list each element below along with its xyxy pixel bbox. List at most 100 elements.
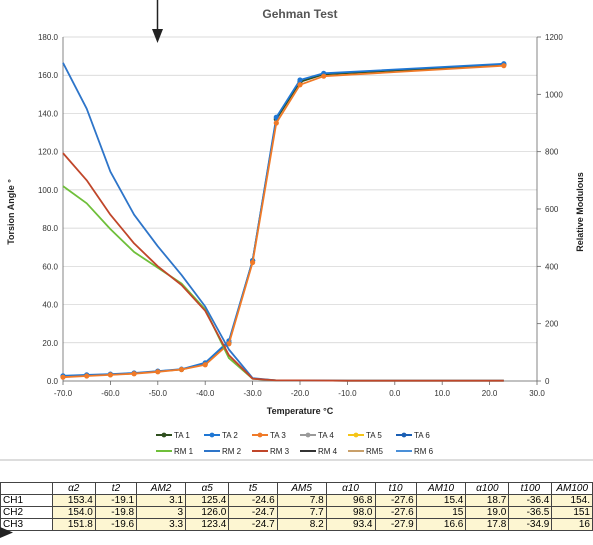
data-point [155,369,161,375]
table-header-cell: AM5 [276,482,327,495]
legend-label: TA 2 [222,431,238,440]
table-header-cell: t10 [374,482,417,495]
series-line-ta-3 [62,64,504,379]
results-table: α2 t2 AM2 α5 t5 AM5 α10 t10 AM10 α100 t100 AM100 CH… [0,482,593,531]
x-tick-label: -60.0 [101,389,120,398]
legend-label: TA 1 [174,431,190,440]
table-cell: 17.8 [465,518,510,531]
legend-marker [401,432,407,438]
legend-label: TA 4 [318,431,334,440]
table-cell: 15.4 [415,494,467,507]
row-label: CH1 [0,494,53,507]
axes: 0.0 20.0 40.0 60.0 80.0 100.0 120.0 140.0 160.0 1… [38,33,563,398]
table-cell: 96.8 [325,494,376,507]
legend-label: TA 5 [366,431,382,440]
table-header-cell: AM10 [415,482,467,495]
table-header-cell: α10 [325,482,376,495]
data-point [297,77,303,83]
data-point [131,371,137,377]
table-cell: -24.6 [228,494,278,507]
table-header-cell: α100 [465,482,510,495]
table-cell: 154. [551,494,593,507]
legend-label: TA 3 [270,431,286,440]
table-cell: 151.8 [51,518,96,531]
legend-label: RM 4 [318,447,338,456]
legend-marker [161,432,167,438]
table-cell: -36.4 [508,494,553,507]
legend-marker [305,432,311,438]
table-cell: 93.4 [325,518,376,531]
table-cell: -27.6 [374,494,417,507]
table-cell: 16.6 [415,518,467,531]
x-tick-label: 0.0 [389,389,401,398]
y-tick-label: 60.0 [42,262,58,271]
x-tick-label: -40.0 [196,389,215,398]
table-header-cell [0,482,53,495]
legend-marker [353,432,359,438]
table-cell: -19.6 [94,518,138,531]
data-point [273,114,279,120]
x-tick-label: -20.0 [291,389,310,398]
legend-marker [209,432,215,438]
down-arrow-icon [152,0,163,44]
row-label: CH2 [0,506,53,519]
chart-area: Gehman Test 0.0 20.0 40.0 60.0 80.0 100.0 120.… [0,7,593,461]
y-tick-label: 160.0 [38,71,59,80]
table-header-cell: AM2 [136,482,187,495]
y2-tick-label: 400 [545,262,559,271]
x-tick-label: -70.0 [54,389,73,398]
table-cell: -27.6 [374,506,417,519]
y-tick-label: 20.0 [42,339,58,348]
table-header-cell: α5 [185,482,230,495]
legend: TA 1 TA 2 TA 3 TA 4 TA 5 TA 6 RM 1 RM 2 RM 3 RM 4… [156,431,434,456]
table-row: CH2 154.0 -19.8 3 126.0 -24.7 7.7 98.0 -27.6 15 19… [0,506,593,519]
data-point [84,373,90,379]
data-point [178,366,185,373]
table-cell: -36.5 [508,506,553,519]
data-point [202,362,208,368]
table-cell: 19.0 [465,506,510,519]
x-tick-label: -10.0 [338,389,357,398]
table-header-cell: t100 [508,482,553,495]
legend-label: RM 3 [270,447,290,456]
table-cell: -19.8 [94,506,138,519]
legend-marker [257,432,263,438]
table-row: CH3 151.8 -19.6 3.3 123.4 -24.7 8.2 93.4 -27.9 16… [0,518,593,531]
y-axis-label: Torsion Angle ° [6,179,16,245]
table-cell: 3.1 [136,494,187,507]
table-cell: -24.7 [228,506,278,519]
data-point [297,82,303,88]
table-cell: 151 [551,506,593,519]
table-cell: -34.9 [508,518,553,531]
x-tick-label: -50.0 [149,389,168,398]
y2-axis-label: Relative Modulous [575,172,585,252]
table-cell: 15 [415,506,467,519]
y2-tick-label: 200 [545,320,559,329]
table-cell: 7.7 [276,506,327,519]
table-body: CH1 153.4 -19.1 3.1 125.4 -24.6 7.8 96.8 -27.6 15… [0,494,593,531]
legend-label: RM 6 [414,447,434,456]
grid-lines [63,36,537,382]
right-arrow-icon [0,525,14,540]
data-point [107,372,113,378]
data-point [273,120,279,126]
table-cell: 8.2 [276,518,327,531]
table-cell: 126.0 [185,506,230,519]
x-axis-label: Temperature °C [267,406,334,416]
y-tick-label: 0.0 [47,377,59,386]
table-cell: 7.8 [276,494,327,507]
table-cell: 18.7 [465,494,510,507]
y2-tick-label: 800 [545,148,559,157]
table-cell: 3 [136,506,187,519]
table-cell: -24.7 [228,518,278,531]
x-tick-label: -30.0 [243,389,262,398]
y-tick-label: 100.0 [38,186,59,195]
y-tick-label: 80.0 [42,224,58,233]
table-cell: 125.4 [185,494,230,507]
table-header-cell: t2 [94,482,138,495]
series-line-rm-3 [62,152,504,382]
data-point [321,73,327,79]
series-line-rm-1 [62,185,504,382]
table-cell: 154.0 [51,506,96,519]
table-cell: -27.9 [374,518,417,531]
